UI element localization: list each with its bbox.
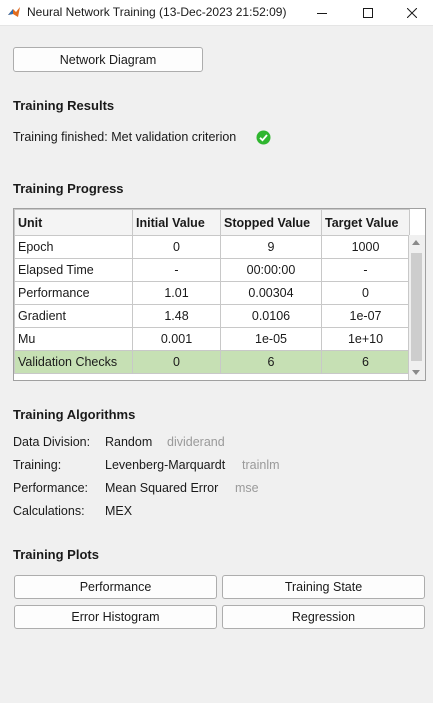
column-header-unit[interactable]: Unit [14,209,133,236]
close-icon [407,7,417,18]
training-results-heading: Training Results [13,98,115,113]
cell-initial: 1.48 [132,304,221,328]
regression-plot-button[interactable]: Regression [222,605,425,629]
training-status-text: Training finished: Met validation criter… [13,130,237,144]
error-histogram-plot-button[interactable]: Error Histogram [14,605,217,629]
cell-stopped: 0.0106 [220,304,322,328]
cell-stopped: 00:00:00 [220,258,322,282]
scroll-up-icon[interactable] [412,240,420,245]
algorithm-function: dividerand [167,435,225,449]
algorithm-value: Mean Squared Error [105,481,219,495]
cell-initial: 0 [132,350,221,374]
table-scrollbar[interactable] [408,235,425,380]
algorithm-label: Performance: [13,481,89,495]
close-button[interactable] [389,0,433,25]
cell-initial: 0.001 [132,327,221,351]
table-row-highlighted: Validation Checks 0 6 6 [14,350,410,374]
minimize-icon [317,12,327,14]
cell-initial: 1.01 [132,281,221,305]
algorithm-value: MEX [105,504,133,518]
column-header-target-value[interactable]: Target Value [321,209,410,236]
algorithm-function: mse [235,481,259,495]
cell-unit: Elapsed Time [14,258,133,282]
cell-stopped: 0.00304 [220,281,322,305]
training-progress-heading: Training Progress [13,181,124,196]
training-state-plot-button[interactable]: Training State [222,575,425,599]
column-header-stopped-value[interactable]: Stopped Value [220,209,322,236]
algorithm-function: trainlm [242,458,280,472]
cell-target: 6 [321,350,410,374]
table-row: Epoch 0 9 1000 [14,235,410,259]
window-title: Neural Network Training (13-Dec-2023 21:… [27,5,287,19]
maximize-button[interactable] [345,0,391,25]
cell-stopped: 9 [220,235,322,259]
cell-initial: - [132,258,221,282]
algorithm-label: Training: [13,458,62,472]
cell-initial: 0 [132,235,221,259]
table-row: Gradient 1.48 0.0106 1e-07 [14,304,410,328]
minimize-button[interactable] [299,0,345,25]
scroll-thumb[interactable] [411,253,422,361]
training-progress-table: Unit Initial Value Stopped Value Target … [13,208,426,381]
cell-unit: Mu [14,327,133,351]
cell-unit: Performance [14,281,133,305]
training-algorithms-heading: Training Algorithms [13,407,136,422]
cell-target: 1e+10 [321,327,410,351]
table-row: Elapsed Time - 00:00:00 - [14,258,410,282]
table-header-row: Unit Initial Value Stopped Value Target … [14,209,410,236]
title-bar: Neural Network Training (13-Dec-2023 21:… [0,0,433,26]
table-row: Performance 1.01 0.00304 0 [14,281,410,305]
training-plots-heading: Training Plots [13,547,99,562]
cell-target: - [321,258,410,282]
cell-stopped: 1e-05 [220,327,322,351]
cell-stopped: 6 [220,350,322,374]
scroll-down-icon[interactable] [412,370,420,375]
algorithm-label: Calculations: [13,504,85,518]
algorithm-label: Data Division: [13,435,91,449]
network-diagram-button[interactable]: Network Diagram [13,47,203,72]
cell-unit: Epoch [14,235,133,259]
cell-unit: Validation Checks [14,350,133,374]
algorithm-value: Levenberg-Marquardt [105,458,226,472]
check-circle-icon [256,130,271,145]
cell-target: 1000 [321,235,410,259]
matlab-icon [8,7,20,17]
maximize-icon [363,7,373,18]
table-row: Mu 0.001 1e-05 1e+10 [14,327,410,351]
performance-plot-button[interactable]: Performance [14,575,217,599]
cell-target: 0 [321,281,410,305]
cell-target: 1e-07 [321,304,410,328]
column-header-initial-value[interactable]: Initial Value [132,209,221,236]
algorithm-value: Random [105,435,153,449]
cell-unit: Gradient [14,304,133,328]
